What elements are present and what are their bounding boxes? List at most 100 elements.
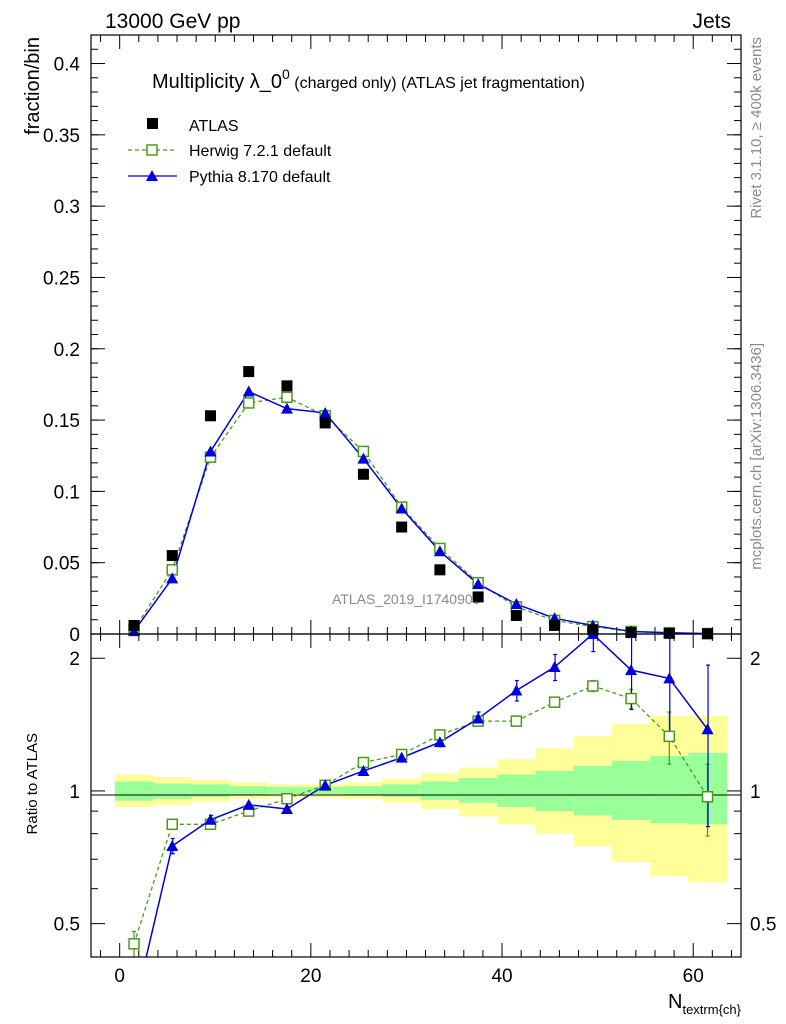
y-tick-label: 0.1 (54, 482, 80, 503)
x-tick-label: 0 (114, 966, 125, 987)
ratio-y-tick-label-right: 0.5 (750, 915, 776, 936)
y-tick-label: 0.4 (54, 55, 81, 76)
main-plot-panel: 0 0.05 0.1 0.15 0.2 0.25 0.3 0.35 0.4 ATLAS_2019… (22, 34, 742, 646)
ratio-series-group (128, 634, 714, 957)
atlas-point (396, 521, 408, 533)
stat-band (267, 787, 307, 794)
pythia-ratio-point (663, 672, 676, 684)
ratio-plot-frame (90, 633, 742, 958)
pythia-point (472, 578, 485, 590)
ratio-y-tick-labels: 0.5 0.5 1 1 2 2 (54, 649, 777, 935)
ratio-y-axis-label: Ratio to ATLAS (24, 733, 41, 834)
legend-pythia-label: Pythia 8.170 default (189, 169, 331, 186)
stat-band (535, 770, 575, 812)
ratio-tick-marks (91, 634, 741, 957)
analysis-watermark: ATLAS_2019_I1740909 (332, 591, 481, 607)
herwig-point (242, 397, 255, 409)
stat-band (344, 786, 384, 795)
atlas-point (625, 627, 637, 639)
ratio-y-tick-label-right: 2 (750, 649, 761, 670)
y-tick-label: 0 (69, 625, 80, 646)
plot-title-main: Multiplicity λ_0 (152, 71, 282, 93)
herwig-ratio-line (133, 685, 709, 944)
herwig-ratio-point (548, 696, 561, 708)
stat-band (420, 781, 460, 800)
atlas-point (166, 550, 178, 562)
main-tick-marks (91, 34, 741, 635)
atlas-point (472, 591, 484, 603)
herwig-ratio-point (663, 730, 676, 743)
pythia-ratio-point (242, 798, 255, 810)
ratio-plot-panel: 0.5 0.5 1 1 2 2 0 20 40 60 Ratio to ATLAS Ntextr… (24, 633, 777, 1017)
x-tick-label: 40 (491, 966, 512, 987)
herwig-ratio-point (625, 692, 637, 705)
herwig-ratio-point (510, 715, 523, 727)
rivet-version-label: Rivet 3.1.10, ≥ 400k events (748, 37, 765, 219)
stat-band (382, 784, 422, 797)
pythia-point (319, 406, 332, 418)
ratio-x-tick-labels: 0 20 40 60 (114, 966, 703, 987)
main-y-tick-labels: 0 0.05 0.1 0.15 0.2 0.25 0.3 0.35 0.4 (43, 55, 80, 646)
stat-band (573, 765, 613, 816)
main-series-group (128, 366, 714, 640)
pythia-line (133, 390, 708, 635)
pythia-ratio-point (204, 813, 217, 825)
pythia-ratio-point (701, 723, 714, 735)
pythia-ratio-point (395, 751, 408, 763)
pythia-ratio-point (357, 764, 370, 776)
stat-band (497, 774, 536, 807)
x-axis-label-main: N (668, 991, 682, 1013)
pythia-point (395, 502, 408, 514)
atlas-point (243, 366, 255, 378)
pythia-ratio-point (510, 684, 523, 696)
legend-atlas-label: ATLAS (189, 118, 239, 135)
pythia-ratio-line (145, 634, 709, 957)
header-energy-label: 13000 GeV pp (105, 10, 240, 33)
header-jets-label: Jets (692, 10, 731, 33)
atlas-point (204, 410, 216, 422)
pythia-point (242, 385, 255, 397)
ratio-uncertainty-bands (114, 715, 728, 883)
atlas-point (281, 380, 293, 392)
mcplots-label: mcplots.cern.ch [arXiv:1306.3436] (748, 343, 765, 570)
legend: ATLAS Herwig 7.2.1 default Pythia 8.170 … (128, 118, 332, 186)
pythia-point (280, 402, 293, 414)
pythia-ratio-point (548, 661, 561, 673)
x-axis-label: Ntextrm{ch} (668, 991, 742, 1017)
y-tick-label: 0.25 (43, 268, 80, 289)
atlas-point (357, 468, 369, 480)
herwig-ratio-point (166, 818, 178, 831)
pythia-point (510, 598, 523, 610)
legend-atlas-marker (147, 118, 158, 129)
atlas-point (128, 619, 140, 631)
herwig-point (281, 391, 293, 404)
stat-band (650, 756, 689, 824)
atlas-point (510, 609, 522, 621)
ratio-y-tick-label-right: 1 (750, 782, 761, 803)
stat-band (459, 777, 498, 803)
atlas-point (663, 627, 675, 639)
herwig-ratio-point (701, 791, 714, 803)
stat-band (114, 781, 154, 801)
x-axis-label-subscript: textrm{ch} (682, 1002, 741, 1017)
y-tick-label: 0.35 (43, 126, 80, 147)
legend-pythia-marker (146, 170, 158, 181)
pythia-ratio-point (472, 712, 485, 724)
y-axis-label: fraction/bin (22, 37, 44, 135)
ratio-y-tick-label: 2 (69, 649, 80, 670)
herwig-ratio-point (281, 792, 293, 805)
y-tick-label: 0.05 (43, 554, 80, 575)
stat-band (191, 784, 231, 797)
pythia-ratio-point (586, 634, 599, 639)
y-tick-label: 0.15 (43, 411, 80, 432)
plot-title-suffix: (charged only) (ATLAS jet fragmentation) (290, 75, 585, 92)
y-tick-label: 0.2 (54, 340, 80, 361)
stat-band (153, 783, 192, 799)
ratio-y-tick-label: 1 (69, 782, 80, 803)
y-tick-label: 0.3 (54, 197, 80, 218)
stat-band (229, 786, 269, 795)
pythia-point (433, 545, 446, 557)
pythia-ratio-point (625, 664, 638, 676)
legend-herwig-label: Herwig 7.2.1 default (189, 143, 332, 160)
